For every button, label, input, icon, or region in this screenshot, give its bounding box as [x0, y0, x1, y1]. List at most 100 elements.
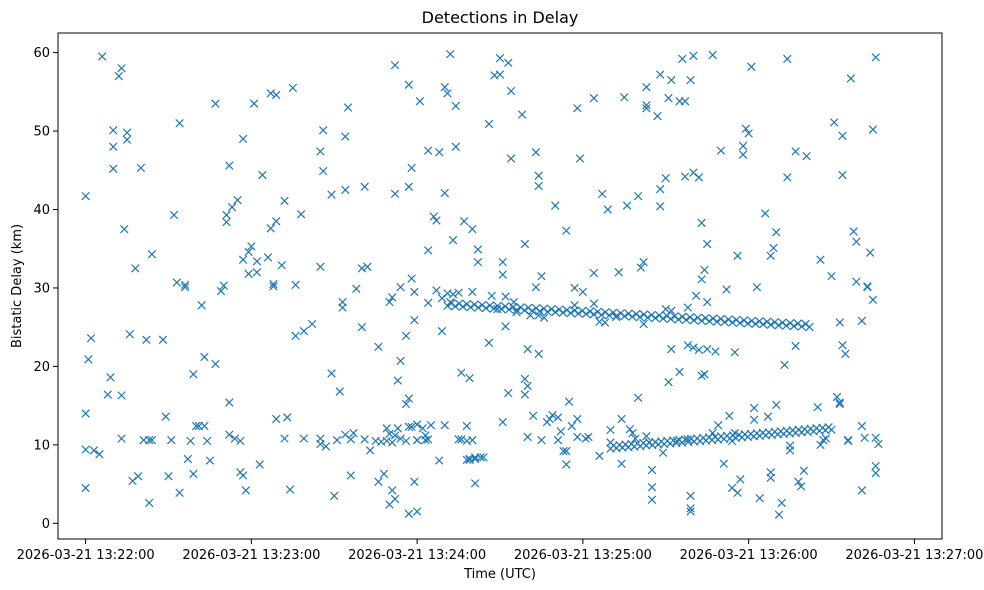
- data-point: [299, 326, 309, 336]
- data-point: [189, 370, 198, 379]
- data-point: [396, 434, 405, 443]
- data-point: [694, 345, 704, 355]
- data-point: [346, 435, 356, 444]
- data-point: [501, 322, 510, 331]
- data-point: [689, 316, 699, 325]
- data-point: [448, 235, 458, 245]
- data-point: [396, 356, 405, 366]
- data-point: [838, 341, 847, 350]
- data-point: [81, 191, 90, 201]
- data-point: [86, 333, 96, 343]
- data-point: [686, 491, 695, 501]
- data-point: [255, 460, 264, 469]
- data-point: [459, 217, 469, 226]
- data-point: [747, 62, 756, 71]
- data-point: [567, 421, 577, 431]
- data-point: [385, 297, 394, 307]
- data-point: [84, 355, 93, 364]
- data-point: [562, 446, 571, 456]
- data-point: [473, 245, 483, 254]
- data-point: [816, 255, 825, 264]
- data-point: [191, 421, 201, 431]
- data-point: [656, 202, 665, 211]
- data-point: [451, 142, 461, 151]
- data-point: [120, 224, 129, 234]
- data-point: [633, 191, 643, 201]
- data-point: [144, 435, 154, 445]
- data-point: [423, 298, 433, 308]
- data-point: [114, 71, 123, 81]
- data-point: [631, 434, 640, 443]
- data-point: [523, 381, 532, 391]
- y-axis-title: Bistatic Delay (km): [10, 224, 25, 348]
- data-point: [252, 257, 262, 266]
- data-point: [697, 371, 706, 381]
- data-point: [534, 181, 543, 191]
- data-point: [426, 421, 436, 430]
- data-point: [716, 146, 726, 155]
- data-point: [827, 425, 836, 435]
- data-point: [429, 212, 438, 221]
- data-point: [730, 348, 740, 357]
- data-point: [841, 349, 850, 359]
- data-point: [857, 486, 867, 495]
- data-point: [81, 409, 90, 418]
- data-point: [330, 491, 339, 501]
- data-point: [772, 400, 781, 410]
- data-point: [360, 435, 369, 444]
- data-point: [390, 189, 400, 199]
- data-point: [551, 307, 560, 317]
- data-point: [520, 306, 529, 315]
- data-point: [335, 387, 344, 396]
- data-point: [520, 390, 530, 399]
- data-point: [388, 293, 397, 302]
- data-point: [474, 303, 483, 312]
- data-point: [802, 151, 811, 161]
- data-point: [562, 226, 571, 235]
- data-point: [446, 49, 455, 59]
- y-tick-label: 0: [42, 517, 50, 532]
- data-point: [390, 431, 400, 440]
- data-point: [575, 154, 585, 163]
- data-point: [506, 154, 516, 163]
- data-point: [222, 217, 231, 227]
- data-point: [743, 319, 753, 328]
- data-point: [288, 83, 298, 93]
- data-point: [106, 373, 115, 382]
- data-point: [766, 473, 775, 483]
- data-point: [495, 70, 505, 79]
- data-point: [656, 70, 665, 79]
- data-point: [97, 52, 107, 61]
- data-point: [661, 173, 670, 183]
- x-axis: 2026-03-21 13:22:00 2026-03-21 13:23:00 20…: [17, 539, 983, 563]
- data-point: [125, 330, 135, 339]
- data-point: [741, 124, 751, 133]
- data-point: [390, 60, 400, 70]
- data-point: [382, 436, 391, 446]
- data-point: [432, 286, 441, 295]
- data-point: [158, 335, 168, 344]
- data-point: [642, 432, 651, 441]
- data-point: [318, 166, 328, 176]
- data-point: [643, 313, 652, 322]
- data-point: [470, 479, 480, 488]
- data-point: [122, 128, 132, 137]
- data-point: [266, 224, 275, 233]
- y-axis: 0 10 20 30 40 50 60: [33, 46, 58, 532]
- data-point: [407, 422, 416, 432]
- data-point: [495, 53, 505, 63]
- data-point: [686, 504, 695, 513]
- data-point: [202, 436, 212, 446]
- data-point: [81, 483, 90, 493]
- data-point: [566, 308, 575, 318]
- data-point: [642, 100, 651, 110]
- data-point: [454, 435, 463, 444]
- data-point: [763, 412, 773, 421]
- data-point: [440, 421, 449, 430]
- data-point: [473, 257, 483, 267]
- data-point: [581, 309, 591, 319]
- data-point: [285, 485, 295, 494]
- data-point: [164, 472, 173, 481]
